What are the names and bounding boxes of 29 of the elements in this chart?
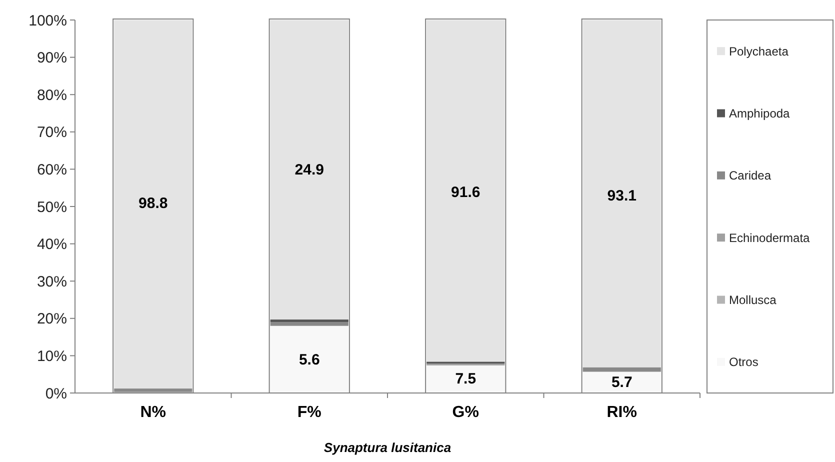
annotation: 98.8	[138, 195, 168, 212]
legend-label: Polychaeta	[729, 44, 789, 58]
y-tick-label: 60%	[36, 161, 67, 178]
annotation: 5.6	[298, 352, 320, 369]
y-tick-label: 0%	[45, 385, 67, 402]
y-tick-label: 90%	[36, 50, 67, 67]
y-tick-label: 100%	[28, 12, 67, 30]
y-tick-label: 30%	[36, 273, 67, 290]
y-tick-label: 40%	[36, 236, 67, 254]
y-tick-label: 20%	[36, 310, 67, 328]
y-tick-label: 50%	[36, 198, 67, 216]
x-tick-label: RI%	[606, 404, 637, 421]
legend-label: Caridea	[729, 168, 772, 183]
annotation: 7.5	[455, 370, 476, 388]
x-tick-label: G%	[452, 404, 479, 421]
y-tick-label: 80%	[36, 86, 67, 104]
x-tick-label: F%	[297, 404, 322, 421]
x-axis-title: Synaptura lusitanica	[324, 440, 452, 455]
legend-label: Echinodermata	[729, 230, 810, 245]
annotation: 5.7	[611, 374, 632, 392]
legend-label: Otros	[729, 355, 758, 370]
y-tick-label: 10%	[36, 348, 67, 365]
x-tick-label: N%	[140, 404, 166, 421]
legend-label: Amphipoda	[729, 106, 790, 120]
y-tick-label: 70%	[36, 124, 67, 142]
legend-label: Mollusca	[729, 292, 777, 307]
annotation: 93.1	[607, 188, 636, 205]
annotation: 24.9	[294, 161, 324, 178]
annotation: 91.6	[451, 184, 480, 201]
